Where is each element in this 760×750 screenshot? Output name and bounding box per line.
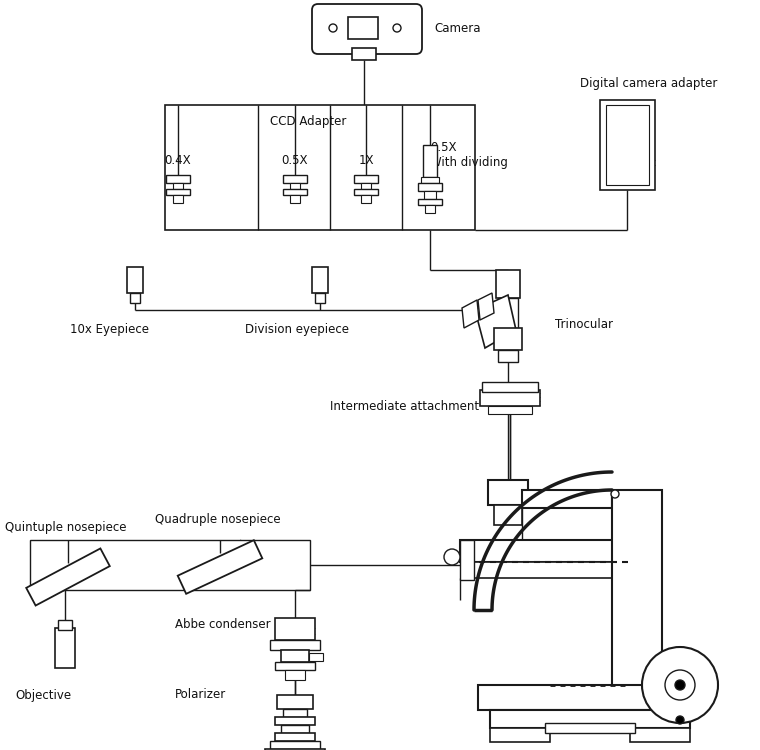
Bar bbox=[30, 540, 310, 590]
Bar bbox=[600, 100, 655, 190]
Bar bbox=[423, 145, 437, 177]
Text: 0.5X
With dividing: 0.5X With dividing bbox=[430, 141, 508, 169]
Bar bbox=[545, 723, 635, 733]
Bar bbox=[281, 650, 309, 662]
Text: 1X: 1X bbox=[358, 154, 374, 166]
Polygon shape bbox=[475, 295, 516, 348]
Text: CCD Adapter: CCD Adapter bbox=[270, 115, 347, 128]
Bar bbox=[270, 741, 320, 749]
Bar bbox=[166, 175, 190, 183]
Bar bbox=[275, 717, 315, 725]
Bar bbox=[173, 183, 183, 189]
Bar bbox=[490, 710, 690, 728]
Bar bbox=[612, 490, 662, 690]
Text: Digital camera adapter: Digital camera adapter bbox=[580, 77, 717, 90]
Bar bbox=[315, 293, 325, 303]
Bar bbox=[494, 328, 522, 350]
Bar bbox=[496, 270, 520, 298]
Text: Objective: Objective bbox=[15, 688, 71, 701]
Bar bbox=[265, 749, 325, 750]
Text: 0.4X: 0.4X bbox=[165, 154, 192, 166]
Circle shape bbox=[611, 490, 619, 498]
Circle shape bbox=[393, 24, 401, 32]
Bar bbox=[606, 105, 649, 185]
FancyBboxPatch shape bbox=[312, 4, 422, 54]
Circle shape bbox=[642, 647, 718, 723]
Bar bbox=[275, 662, 315, 670]
Bar bbox=[418, 199, 442, 205]
Bar bbox=[482, 382, 538, 392]
Text: Intermediate attachment: Intermediate attachment bbox=[330, 400, 479, 413]
Bar bbox=[354, 175, 378, 183]
Text: Camera: Camera bbox=[434, 22, 480, 34]
Text: Division eyepiece: Division eyepiece bbox=[245, 323, 349, 337]
Bar bbox=[312, 267, 328, 293]
Bar bbox=[488, 480, 528, 505]
Bar bbox=[361, 183, 371, 189]
Bar bbox=[58, 620, 72, 630]
Bar bbox=[425, 205, 435, 213]
Text: Polarizer: Polarizer bbox=[175, 688, 226, 701]
Bar bbox=[270, 640, 320, 650]
Bar bbox=[130, 293, 140, 303]
Bar bbox=[290, 183, 300, 189]
Polygon shape bbox=[462, 300, 479, 328]
Bar bbox=[498, 350, 518, 362]
Text: Quintuple nosepiece: Quintuple nosepiece bbox=[5, 521, 126, 535]
Bar bbox=[418, 183, 442, 191]
Bar bbox=[490, 728, 550, 742]
Bar bbox=[283, 709, 307, 717]
Bar bbox=[480, 390, 540, 406]
Polygon shape bbox=[478, 293, 494, 320]
Bar bbox=[488, 406, 532, 414]
Bar bbox=[352, 48, 376, 60]
Text: 10x Eyepiece: 10x Eyepiece bbox=[70, 323, 149, 337]
Bar bbox=[55, 628, 75, 668]
Bar bbox=[494, 505, 522, 525]
Text: Abbe condenser: Abbe condenser bbox=[175, 618, 271, 631]
Bar bbox=[498, 298, 518, 328]
Bar bbox=[275, 618, 315, 640]
Bar bbox=[348, 17, 378, 39]
Bar bbox=[283, 189, 307, 195]
Bar bbox=[309, 653, 323, 661]
Bar bbox=[285, 670, 305, 680]
Circle shape bbox=[676, 716, 684, 724]
Bar bbox=[460, 540, 645, 562]
Bar bbox=[354, 189, 378, 195]
Bar bbox=[630, 728, 690, 742]
Polygon shape bbox=[178, 540, 262, 594]
Circle shape bbox=[329, 24, 337, 32]
Circle shape bbox=[444, 549, 460, 565]
Bar bbox=[275, 733, 315, 741]
Circle shape bbox=[665, 670, 695, 700]
Bar bbox=[460, 540, 474, 580]
Bar bbox=[421, 177, 439, 183]
Bar bbox=[166, 189, 190, 195]
Text: 0.5X: 0.5X bbox=[282, 154, 309, 166]
Circle shape bbox=[675, 680, 685, 690]
Text: Quadruple nosepiece: Quadruple nosepiece bbox=[155, 514, 280, 526]
Bar bbox=[290, 195, 300, 203]
Bar bbox=[465, 562, 640, 578]
Polygon shape bbox=[27, 548, 109, 605]
Bar bbox=[277, 695, 313, 709]
Bar bbox=[424, 191, 436, 199]
Bar bbox=[361, 195, 371, 203]
Bar bbox=[283, 175, 307, 183]
Bar bbox=[165, 105, 475, 230]
Bar bbox=[478, 685, 698, 710]
Bar bbox=[281, 725, 309, 733]
Bar bbox=[522, 490, 612, 508]
Text: Trinocular: Trinocular bbox=[555, 319, 613, 332]
Bar bbox=[173, 195, 183, 203]
Bar bbox=[127, 267, 143, 293]
